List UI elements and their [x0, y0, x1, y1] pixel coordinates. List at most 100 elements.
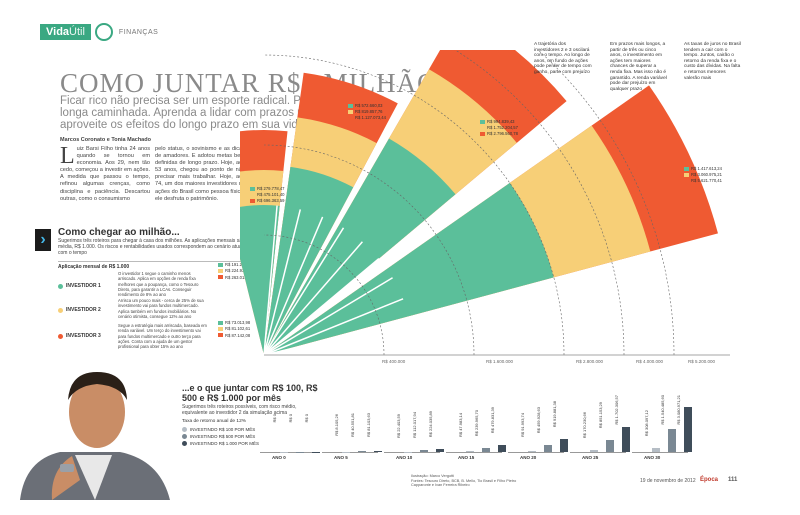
legend-value: R$ 696.363,59 [257, 198, 285, 203]
credits: Ilustração: Marco Vergotti Fontes: Tesou… [411, 474, 517, 487]
article-subtitle: Ficar rico não precisa ser um esporte ra… [60, 95, 358, 131]
value-item: R$ 87.142,08 [218, 333, 250, 339]
accum-bar [544, 445, 552, 452]
group-3-values: R$ 994.839,43 R$ 1.752.204,57 R$ 2.796.5… [480, 119, 518, 137]
value-text: R$ 191.283,20 [225, 262, 253, 267]
grid-arc [263, 234, 385, 356]
return-rate: Taxa de retorno anual de 12% [182, 419, 247, 424]
group-baseline [260, 452, 316, 453]
legend-value: R$ 475.101,40 [257, 192, 285, 197]
year-label: ANO 0 [272, 455, 286, 460]
accum-intro: Sugerimos três roteiros possíveis, com r… [182, 404, 297, 416]
group-4-values: R$ 1.417.613,24 R$ 3.060.975,21 R$ 5.621… [684, 166, 722, 184]
accum-bar [404, 451, 412, 452]
investor-1-text: O investidor 1 segue o caminho menos arr… [118, 271, 199, 298]
legend-value: R$ 819.857,76 [355, 109, 383, 114]
fan-rib [263, 320, 411, 356]
investor-2-text: Arrisca um pouco mais - cerca de 25% de … [118, 298, 204, 319]
investor-2-dot [58, 307, 63, 313]
fan-rib [263, 227, 345, 356]
fan-rib [263, 343, 414, 356]
brain-icon [94, 23, 113, 41]
fan-rib [263, 209, 302, 356]
group-1-values: R$ 279.778,47 R$ 475.101,40 R$ 696.363,5… [250, 186, 284, 204]
fan-rib [263, 298, 404, 356]
dropcap: L [60, 143, 75, 169]
accum-bar [668, 429, 676, 452]
bar-value-label: R$ 8.105,26 [334, 413, 339, 436]
note-2: Em prazos mais longos, a partir de três … [610, 42, 667, 92]
bar-value-label: R$ 224.035,89 [428, 410, 433, 437]
legend-item: R$ 696.363,59 [250, 198, 284, 204]
legend-label: INVESTINDO R$ 500 POR MÊS [190, 434, 256, 439]
grid-arc [263, 144, 475, 356]
bar-value-label: R$ 459.928,63 [536, 407, 541, 434]
legend-value: R$ 1.752.204,57 [487, 125, 518, 130]
accum-bar [436, 448, 444, 452]
section-tag-bold: Vida [46, 26, 70, 38]
axis-tick: R$ 5.200.000 [688, 359, 716, 364]
group-baseline [446, 452, 502, 453]
year-label: ANO 25 [582, 455, 599, 460]
magazine-name: Época [700, 477, 719, 483]
value-item: R$ 81.102,61 [218, 326, 250, 332]
investor-1-dot [58, 283, 63, 289]
accum-bar [560, 438, 568, 452]
accum-bar [358, 451, 366, 452]
accum-bar [622, 427, 630, 452]
axis-tick: R$ 1.600.000 [486, 359, 514, 364]
byline: Marcos Coronato e Tonia Machado [60, 137, 151, 143]
year-label: ANO 10 [396, 455, 413, 460]
accum-legend-1000: INVESTINDO R$ 1.000 POR MÊS [182, 441, 259, 446]
year-label: ANO 30 [644, 455, 661, 460]
accum-bar [590, 449, 598, 452]
investor-photo [20, 372, 170, 500]
year-label: ANO 15 [458, 455, 475, 460]
legend-item: R$ 572.660,03 [348, 103, 386, 109]
radial-chart [240, 50, 730, 356]
divider [58, 261, 263, 262]
accum-bar-chart: ANO 0 R$ 0 R$ 0 R$ 0 ANO 5 R$ 8.105,26 R$ 40.5… [260, 395, 710, 465]
legend-item: R$ 1.127.073,44 [348, 115, 386, 121]
bar-value-label: R$ 91.993,74 [520, 412, 525, 437]
investor-1-label: INVESTIDOR 1 [58, 283, 101, 289]
investor-1-values: R$ 191.283,20 R$ 224.935,89 R$ 263.018,1… [218, 262, 252, 281]
accum-bar [606, 439, 614, 452]
grid-arc [263, 54, 565, 356]
section-tag: Vida Útil FINANÇAS [40, 23, 158, 41]
investor-2-values: R$ 73.013,98 R$ 81.102,61 R$ 87.142,08 [218, 320, 250, 339]
group-baseline [632, 452, 688, 453]
how-intro: Sugerimos três roteiros para chegar à ca… [58, 238, 264, 256]
group-baseline [570, 452, 626, 453]
group-baseline [322, 452, 378, 453]
investor-3-name: INVESTIDOR 3 [66, 333, 101, 339]
value-item: R$ 263.018,19 [218, 275, 252, 281]
axis-tick: R$ 4.000.000 [636, 359, 664, 364]
arrow-icon: › [35, 229, 51, 251]
fan-rib [263, 258, 380, 356]
accum-legend-100: INVESTINDO R$ 100 POR MÊS [182, 427, 255, 432]
grid-arc [537, 50, 675, 356]
bar-value-label: R$ 239.965,70 [474, 410, 479, 437]
body-column-1: L uiz Barsi Filho tinha 24 anos quando s… [60, 143, 150, 203]
accum-bar [280, 451, 288, 452]
legend-item: R$ 1.417.613,24 [684, 166, 722, 172]
investor-1-name: INVESTIDOR 1 [66, 283, 101, 289]
investor-3-dot [58, 333, 63, 339]
section-label: Vida Útil [40, 24, 91, 40]
accum-bar [652, 447, 660, 452]
legend-dot [182, 441, 187, 446]
accum-bar [482, 448, 490, 452]
legend-value: R$ 1.127.073,44 [355, 115, 386, 120]
accum-bar [342, 451, 350, 452]
chart-wedge [264, 166, 354, 355]
accum-bar [498, 444, 506, 452]
legend-item: R$ 994.839,43 [480, 119, 518, 125]
chart-wedge [240, 205, 280, 355]
legend-item: R$ 5.621.770,41 [684, 178, 722, 184]
legend-label: INVESTINDO R$ 1.000 POR MÊS [190, 441, 260, 446]
value-text: R$ 73.013,98 [225, 320, 251, 325]
legend-value: R$ 5.621.770,41 [691, 178, 722, 183]
value-item: R$ 191.283,20 [218, 262, 252, 268]
bar-value-label: R$ 81.103,63 [366, 412, 371, 437]
